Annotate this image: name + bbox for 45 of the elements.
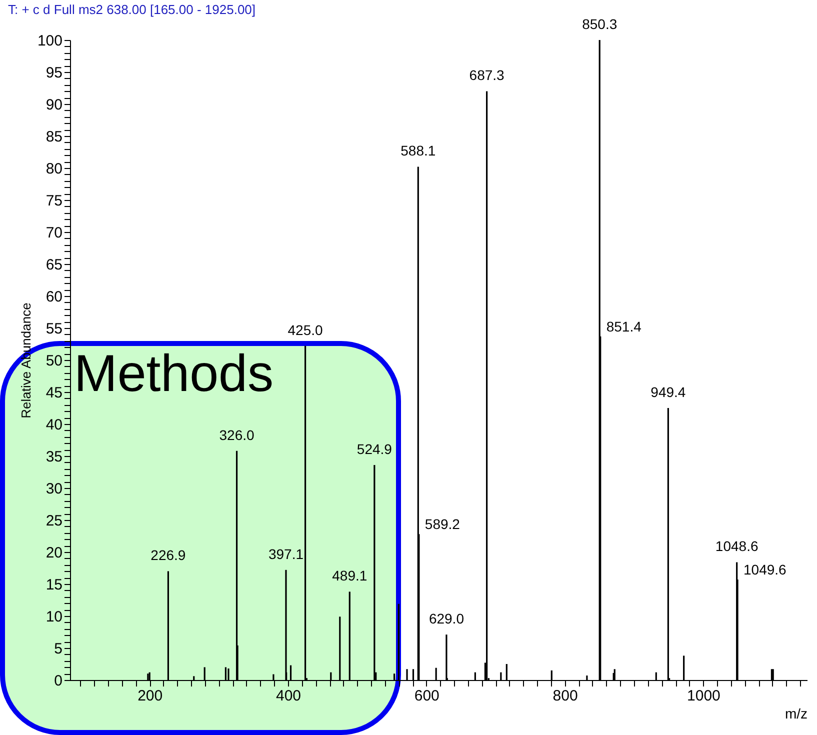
y-tick-label: 10 — [46, 608, 62, 626]
y-tick-label: 100 — [37, 32, 62, 50]
y-tick-label: 0 — [54, 672, 62, 690]
y-tick-label: 15 — [46, 576, 62, 594]
y-tick-label: 25 — [46, 512, 62, 530]
y-tick-label: 40 — [46, 416, 62, 434]
annotation: 949.4 — [650, 384, 686, 400]
y-tick-label: 65 — [46, 256, 62, 274]
annotation: 489.1 — [332, 568, 368, 584]
chart-title: T: + c d Full ms2 638.00 [165.00 - 1925.00] — [8, 2, 256, 17]
y-tick-label: 60 — [46, 288, 62, 306]
annotation: 1048.6 — [715, 538, 758, 554]
y-tick-label: 20 — [46, 544, 62, 562]
x-axis-title: m/z — [784, 706, 808, 722]
x-tick-label: 600 — [414, 688, 440, 704]
y-tick-label: 35 — [46, 448, 62, 466]
x-tick-label: 200 — [138, 688, 163, 704]
y-tick-label: 5 — [54, 640, 62, 658]
y-tick-label: 70 — [46, 224, 62, 242]
y-tick-label: 50 — [46, 352, 62, 370]
annotation: 226.9 — [150, 547, 186, 564]
annotation: Methods — [74, 344, 274, 404]
annotation: 851.4 — [606, 318, 642, 334]
y-tick-label: 85 — [46, 128, 62, 146]
y-tick-label: 75 — [46, 192, 62, 210]
annotation: 629.0 — [428, 610, 464, 627]
annotation: 850.3 — [582, 16, 618, 32]
annotation: 687.3 — [469, 67, 505, 84]
annotation: 588.1 — [400, 142, 436, 159]
y-tick-label: 45 — [46, 384, 62, 402]
y-tick-label: 55 — [46, 320, 62, 338]
annotation: 1049.6 — [744, 562, 787, 578]
x-tick-label: 1000 — [687, 688, 720, 704]
y-tick-label: 90 — [46, 96, 62, 114]
y-tick-label: 30 — [46, 480, 62, 498]
annotation: 397.1 — [268, 546, 304, 562]
y-tick-label: 95 — [46, 64, 62, 82]
annotation: 326.0 — [219, 426, 254, 443]
x-tick-label: 800 — [552, 688, 578, 704]
y-tick-label: 80 — [46, 160, 62, 178]
annotation: 524.9 — [356, 440, 392, 457]
y-axis-title: Relative Abundance — [18, 302, 34, 418]
annotation: 425.0 — [288, 322, 324, 338]
x-tick-label: 400 — [276, 688, 301, 704]
annotation: 589.2 — [424, 516, 460, 532]
